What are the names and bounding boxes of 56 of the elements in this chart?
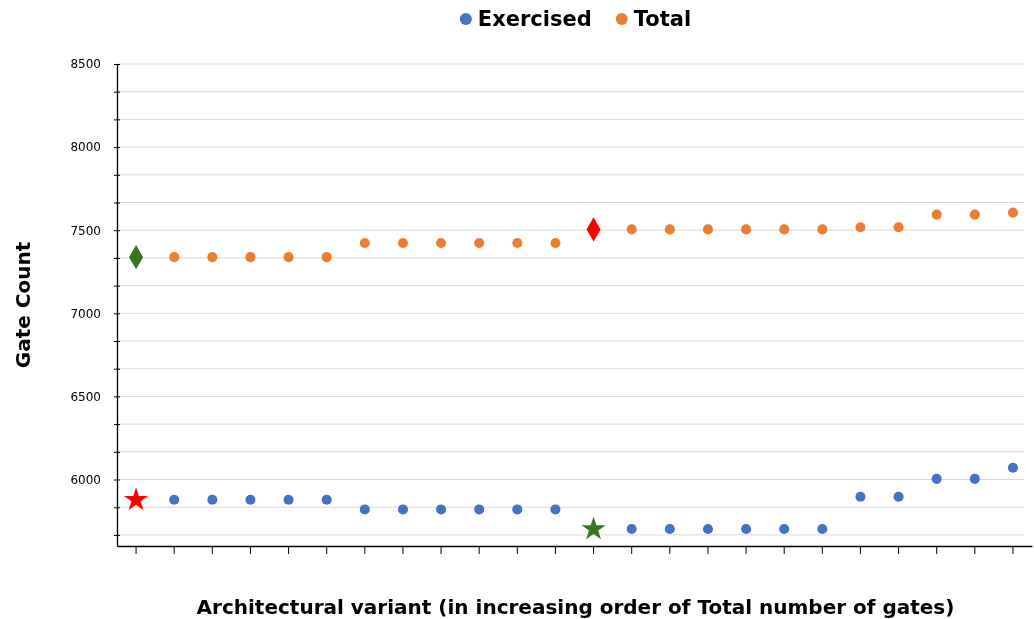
point [207,252,218,263]
y-tick-label: 7000 [70,306,101,321]
y-tick-label: 7500 [70,223,101,238]
point [124,487,149,511]
point [702,224,713,235]
point [931,473,942,484]
point [550,237,561,249]
point [512,237,523,249]
point [436,237,447,249]
point [741,224,752,235]
y-tick-label: 8000 [70,140,101,155]
point [893,222,904,233]
point [550,504,561,515]
legend-label: Total [633,7,692,31]
point [283,494,294,505]
point [397,237,408,249]
point [321,494,332,505]
point [779,524,790,535]
point [245,252,256,263]
y-axis-title: Gate Count [11,241,35,369]
point [626,224,637,235]
point [245,494,256,505]
point [283,252,294,263]
point [512,504,523,515]
point [436,504,447,515]
y-tick-label: 6500 [70,389,101,404]
point [664,224,675,235]
point [359,237,370,249]
y-tick-label: 8500 [70,57,101,72]
point [969,209,980,220]
x-axis-title: Architectural variant (in increasing order of Total number of gates) [196,595,955,619]
point [169,252,180,263]
point [779,224,790,235]
point [474,504,485,515]
point [1007,207,1018,218]
point [1007,462,1018,473]
point [474,237,485,249]
point [207,494,218,505]
point [321,252,332,263]
point [359,504,370,515]
point [893,491,904,502]
point [931,209,942,220]
legend-label: Exercised [477,7,592,31]
point [817,224,828,235]
y-tick-label: 6000 [70,472,101,487]
point [626,524,637,535]
point [741,524,752,535]
point [855,222,866,233]
point [397,504,408,515]
point [664,524,675,535]
point [855,491,866,502]
point [169,494,180,505]
point [817,524,828,535]
point [702,524,713,535]
point [969,473,980,484]
point [581,516,606,540]
